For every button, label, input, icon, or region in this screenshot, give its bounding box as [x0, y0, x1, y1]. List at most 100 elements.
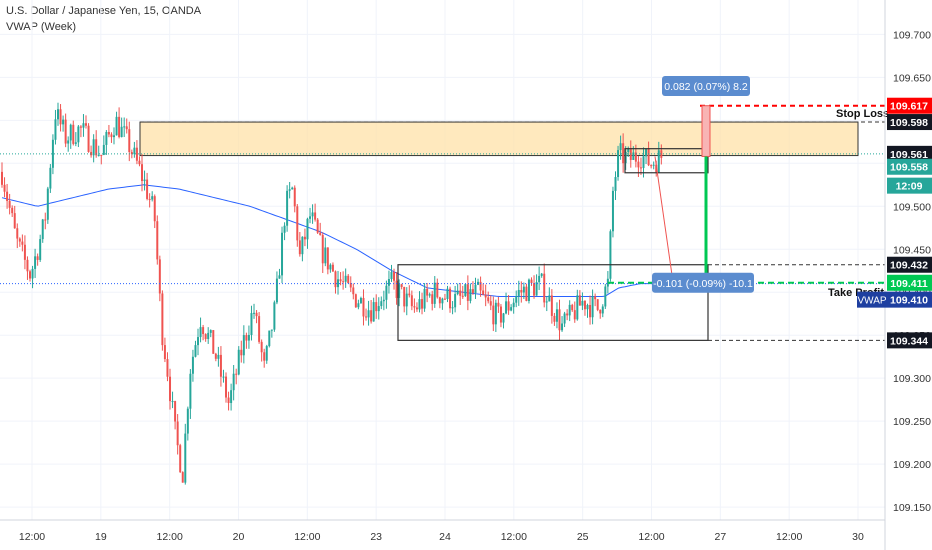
candle-body [393, 272, 396, 281]
candle-body [362, 297, 365, 317]
x-tick-label: 24 [439, 531, 451, 543]
candle-body [522, 286, 525, 293]
candle-body [354, 294, 357, 308]
candle-body [214, 353, 217, 359]
candle-body [222, 376, 225, 378]
x-tick-label: 19 [95, 531, 107, 543]
candle-body [428, 294, 431, 296]
candle-body [314, 212, 317, 220]
candle-body [550, 295, 553, 316]
candle-body [403, 286, 406, 307]
last-price-label-bg [887, 145, 932, 162]
candle-body [624, 151, 627, 164]
candle-body [77, 126, 80, 143]
range-bottom-price-label: 109.344 [890, 335, 928, 347]
candle-body [85, 123, 88, 126]
candle-body [377, 306, 380, 312]
supply-zone [139, 121, 859, 157]
candle-body [657, 150, 660, 173]
candle-body [39, 239, 42, 260]
candle-body [553, 315, 556, 322]
candle-body [619, 143, 622, 151]
candle-body [255, 312, 258, 317]
candle-body [331, 264, 334, 272]
candle-body [515, 296, 518, 303]
candle-body [456, 290, 459, 295]
candle-body [372, 302, 375, 322]
chart-title: U.S. Dollar / Japanese Yen, 15, OANDA [6, 5, 202, 17]
x-tick-label: 12:00 [638, 531, 664, 543]
candle-body [29, 271, 32, 279]
candle-body [433, 282, 436, 304]
candle-body [163, 345, 166, 360]
candle-body [90, 151, 93, 156]
candle-body [632, 152, 635, 160]
candle-body [413, 306, 416, 308]
candle-body [316, 219, 319, 233]
candle-body [1, 171, 3, 185]
current-price-label: 109.558 [890, 162, 928, 174]
candle-body [545, 301, 548, 303]
candle-body [464, 284, 467, 296]
candle-body [382, 299, 385, 302]
candle-body [431, 294, 434, 304]
candle-body [158, 259, 161, 294]
stop-price-label-bg [887, 97, 932, 114]
x-tick-label: 12:00 [19, 531, 45, 543]
current-price-label-bg [887, 158, 932, 175]
candle-body [342, 281, 345, 283]
candle-body [281, 232, 284, 276]
candle-body [36, 256, 39, 260]
candle-body [609, 231, 612, 279]
candle-body [589, 305, 592, 318]
candle-body [484, 294, 487, 298]
grid-lines [0, 0, 885, 520]
last-price-label: 109.561 [890, 149, 928, 161]
candle-body [138, 160, 141, 165]
candle-body [441, 298, 444, 304]
candle-body [230, 390, 233, 404]
candle-body [46, 188, 49, 220]
candle-body [273, 302, 276, 330]
candle-body [197, 337, 200, 346]
candle-body [561, 323, 564, 331]
candle-body [268, 330, 271, 347]
countdown-label-bg [887, 177, 932, 194]
candle-body [207, 332, 210, 339]
candle-body [303, 236, 306, 240]
candle-body [321, 235, 324, 264]
candle-body [347, 275, 350, 283]
x-tick-label: 27 [714, 531, 726, 543]
down-measure-tooltip-bg [652, 272, 754, 293]
vwap-tag-bg [857, 291, 887, 308]
candle-body [311, 212, 314, 217]
candle-body [301, 236, 304, 255]
candle-body [191, 356, 194, 374]
candle-body [166, 359, 169, 377]
indicator-label[interactable]: VWAP (Week) [6, 21, 77, 33]
candle-body [41, 219, 44, 240]
candle-body [135, 147, 138, 161]
candle-body [583, 300, 586, 310]
candle-body [606, 278, 609, 287]
candle-body [438, 297, 441, 304]
candle-body [3, 184, 6, 192]
candle-body [270, 329, 273, 331]
candle-body [11, 207, 14, 214]
y-tick-label: 109.300 [893, 373, 931, 385]
y-tick-label: 109.450 [893, 244, 931, 256]
candle-body [650, 165, 653, 167]
candle-body [194, 345, 197, 357]
candle-body [148, 198, 151, 200]
candle-body [23, 244, 26, 260]
drawing-zones [139, 121, 859, 157]
candle-body [105, 131, 108, 145]
candle-body [235, 373, 238, 375]
candle-body [520, 289, 523, 293]
candle-body [44, 219, 47, 221]
candle-body [253, 312, 256, 314]
candle-body [443, 298, 446, 300]
candle-body [344, 275, 347, 282]
candle-body [576, 295, 579, 320]
